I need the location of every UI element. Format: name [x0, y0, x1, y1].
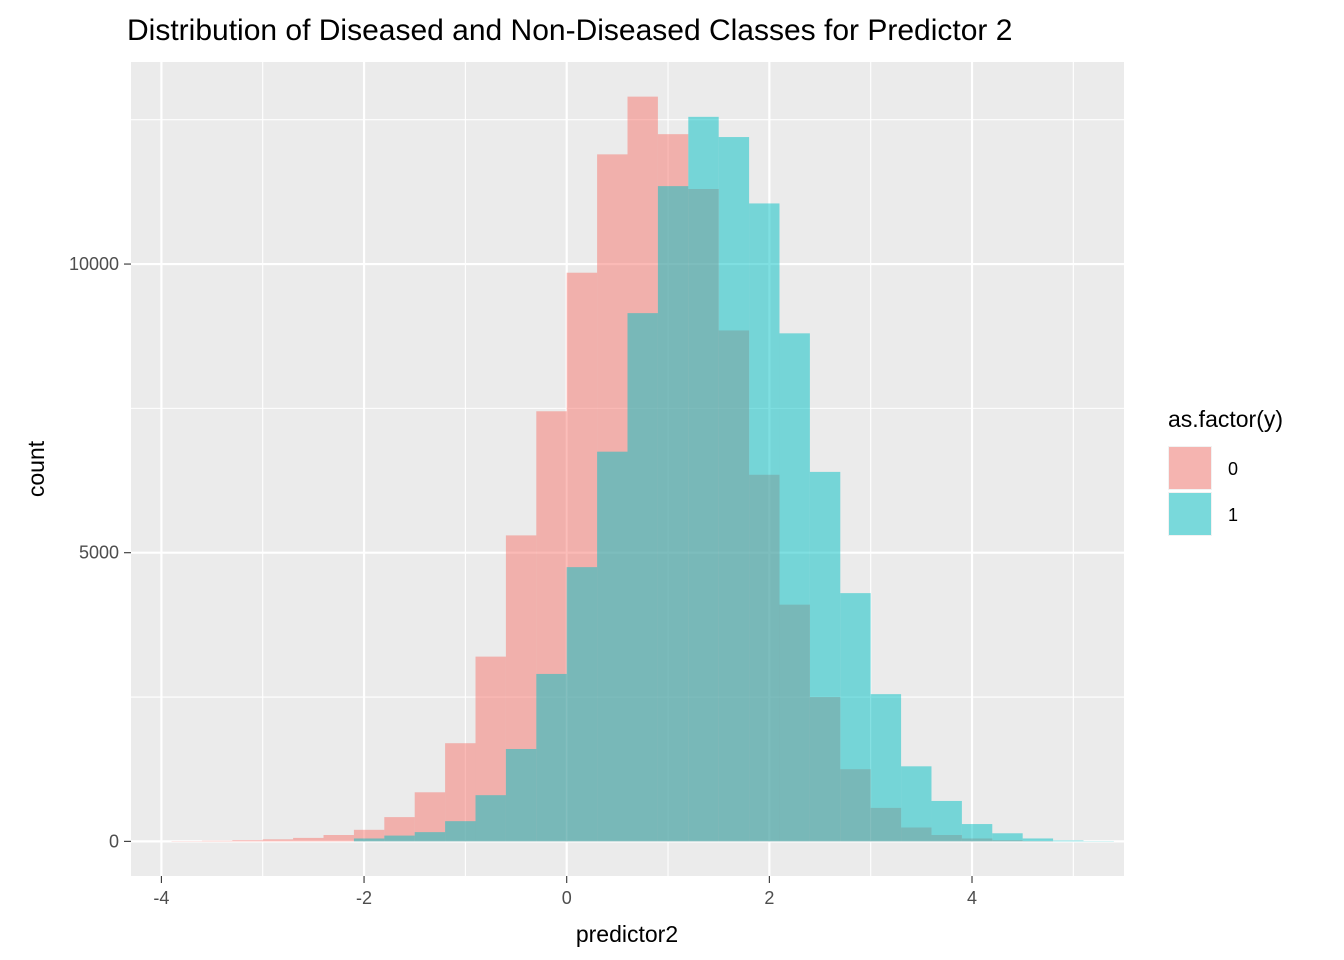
- x-axis-title: predictor2: [576, 921, 678, 947]
- y-tick-label: 5000: [79, 543, 119, 563]
- legend-swatch-0: [1169, 447, 1211, 489]
- x-tick-label: 0: [562, 888, 572, 908]
- series-0-bar: [262, 839, 294, 842]
- series-0-bar: [323, 835, 354, 842]
- series-1-bar: [718, 137, 750, 842]
- series-0-bar: [353, 829, 385, 842]
- series-1-bar: [414, 832, 446, 842]
- series-0-bar: [232, 840, 263, 842]
- chart-title: Distribution of Diseased and Non-Disease…: [127, 14, 1012, 47]
- series-1-bar: [870, 694, 902, 842]
- y-tick-label: 0: [109, 831, 119, 851]
- series-1-bar: [597, 451, 628, 842]
- series-1-bar: [505, 748, 537, 842]
- x-tick-label: -4: [153, 888, 169, 908]
- series-1-bar: [961, 824, 993, 842]
- x-axis: -4 -2 0 2 4: [153, 876, 977, 908]
- series-1-bar: [536, 673, 567, 842]
- y-axis-title: count: [23, 440, 49, 497]
- series-1-bar: [901, 766, 932, 842]
- series-1-bar: [353, 838, 385, 842]
- series-1-bar: [384, 835, 415, 842]
- series-1-bar: [749, 203, 780, 842]
- series-1-bar: [1053, 840, 1084, 842]
- series-1-bar: [627, 313, 658, 842]
- series-1-bar: [1022, 838, 1054, 842]
- x-tick-label: 4: [967, 888, 977, 908]
- legend-title: as.factor(y): [1168, 406, 1283, 432]
- x-tick-label: 2: [764, 888, 774, 908]
- series-1-bar: [840, 593, 871, 842]
- series-1-bar: [566, 567, 598, 842]
- series-0-bar: [293, 837, 324, 842]
- series-1-bar: [992, 833, 1023, 842]
- y-axis: 0 5000 10000: [69, 254, 131, 851]
- legend-swatch-1: [1169, 493, 1211, 535]
- legend: as.factor(y) 0 1: [1168, 406, 1283, 536]
- y-tick-label: 10000: [69, 254, 119, 274]
- series-1-bar: [809, 471, 841, 842]
- series-1-bar: [931, 800, 962, 842]
- series-1-bar: [445, 821, 476, 842]
- legend-label-1: 1: [1228, 505, 1238, 525]
- series-0-bar: [201, 840, 233, 842]
- series-1-bar: [475, 795, 506, 842]
- series-1-bar: [688, 116, 719, 842]
- x-tick-label: -2: [356, 888, 372, 908]
- series-1-bar: [657, 186, 689, 842]
- series-1-bar: [779, 333, 810, 842]
- series-1-bars: [353, 116, 1114, 842]
- legend-label-0: 0: [1228, 459, 1238, 479]
